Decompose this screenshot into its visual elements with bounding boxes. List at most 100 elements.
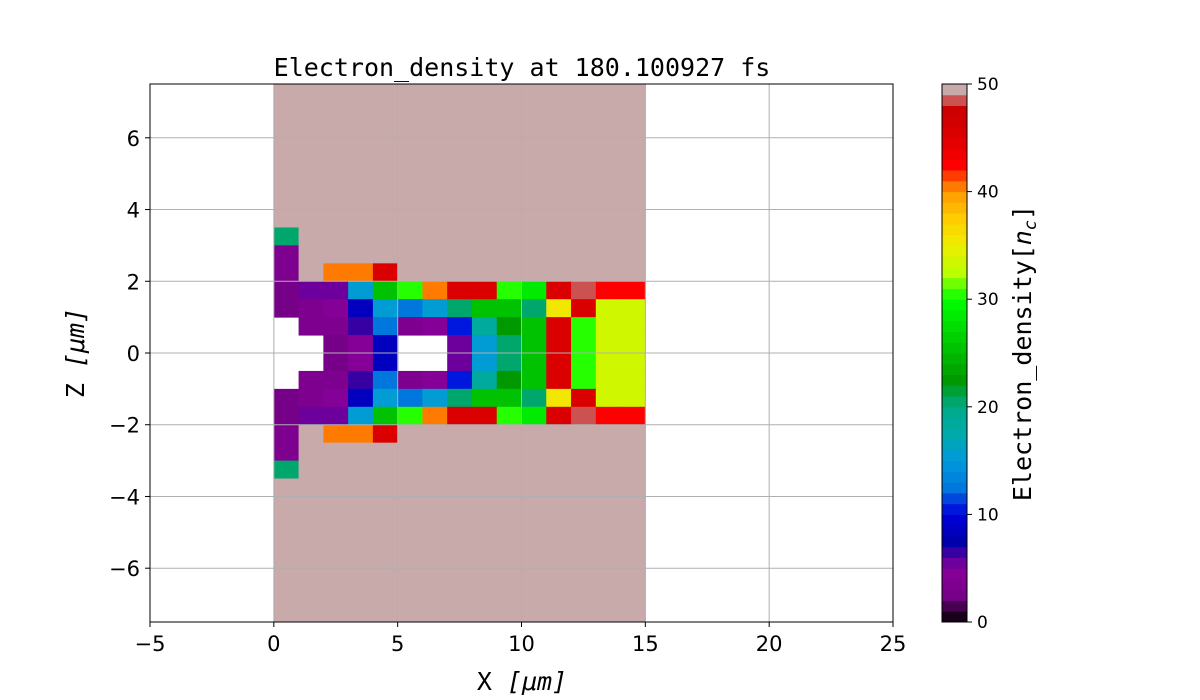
heatmap-cell	[422, 406, 448, 426]
x-axis-label: X [μm]	[477, 667, 567, 696]
heatmap-cell	[447, 245, 473, 264]
heatmap-cell	[595, 281, 622, 300]
colorbar-band	[942, 578, 967, 591]
heatmap-cell	[298, 191, 324, 211]
colorbar-band	[942, 288, 967, 300]
heatmap-cell	[298, 406, 324, 426]
heatmap-cell	[471, 406, 498, 426]
heatmap-cell	[397, 514, 423, 533]
heatmap-cell	[546, 209, 572, 228]
heatmap-cell	[348, 514, 374, 533]
heatmap-cell	[595, 335, 622, 354]
heatmap-cell	[273, 155, 300, 175]
x-tick-label: 5	[391, 632, 404, 656]
heatmap-cell	[348, 84, 374, 103]
heatmap-cell	[571, 370, 597, 390]
heatmap-cell	[496, 209, 522, 228]
heatmap-cell	[496, 119, 522, 139]
heatmap-cell	[546, 299, 572, 318]
heatmap-cell	[447, 101, 473, 121]
heatmap-cell	[273, 388, 300, 408]
heatmap-cell	[571, 101, 597, 121]
heatmap-cell	[571, 460, 597, 480]
heatmap-cell	[571, 532, 597, 551]
heatmap-cell	[323, 173, 349, 193]
heatmap-cell	[298, 532, 324, 551]
heatmap-cell	[348, 119, 374, 139]
heatmap-cell	[273, 496, 300, 515]
heatmap-cell	[298, 586, 324, 605]
heatmap-cell	[521, 119, 547, 139]
heatmap-cell	[620, 550, 646, 569]
heatmap-cell	[422, 191, 448, 211]
y-axis-label-name: Z	[61, 368, 90, 398]
colorbar-band	[942, 482, 967, 494]
heatmap-cell	[422, 478, 448, 497]
heatmap-cell	[571, 209, 597, 228]
heatmap-cell	[546, 568, 572, 587]
grid-lines	[149, 84, 894, 622]
heatmap-cell	[620, 568, 646, 587]
heatmap-cell	[595, 245, 622, 264]
colorbar-band	[942, 535, 967, 548]
heatmap-cell	[372, 353, 399, 372]
heatmap-cell	[571, 227, 597, 246]
heatmap-cell	[372, 317, 399, 336]
heatmap-cell	[372, 568, 399, 587]
heatmap-cell	[422, 101, 448, 121]
y-tick-label: 6	[127, 127, 140, 151]
heatmap-cell	[471, 299, 498, 318]
heatmap-cell	[372, 496, 399, 515]
heatmap-cell	[595, 263, 622, 282]
colorbar-band	[942, 439, 967, 451]
heatmap-cell	[348, 263, 374, 282]
heatmap-cell	[571, 586, 597, 605]
heatmap-cell	[571, 604, 597, 623]
heatmap-cell	[397, 227, 423, 246]
heatmap-cell	[323, 514, 349, 533]
heatmap-cell	[397, 209, 423, 228]
heatmap-cell	[546, 227, 572, 246]
heatmap-cell	[422, 84, 448, 103]
heatmap-cell	[546, 514, 572, 533]
heatmap-cell	[471, 84, 498, 103]
heatmap-cell	[546, 442, 572, 462]
colorbar-label-name: Electron_density[	[1008, 245, 1037, 501]
heatmap-cell	[595, 568, 622, 587]
heatmap-cell	[298, 317, 324, 336]
heatmap-cell	[620, 406, 646, 426]
x-axis-label-unit: [μm]	[507, 667, 567, 696]
heatmap-cell	[298, 263, 324, 282]
heatmap-cell	[496, 388, 522, 408]
heatmap-cell	[298, 173, 324, 193]
heatmap-cell	[348, 370, 374, 390]
heatmap-cell	[273, 604, 300, 623]
heatmap-cell	[397, 532, 423, 551]
heatmap-cell	[571, 514, 597, 533]
colorbar-band	[942, 385, 967, 397]
heatmap-cell	[397, 191, 423, 211]
heatmap-cell	[397, 604, 423, 623]
heatmap-cell	[348, 388, 374, 408]
heatmap-cell	[298, 227, 324, 246]
heatmap-cell	[571, 191, 597, 211]
heatmap-cell	[372, 299, 399, 318]
heatmap-cell	[496, 478, 522, 497]
heatmap-cell	[298, 370, 324, 390]
heatmap-cell	[397, 173, 423, 193]
heatmap-cell	[298, 460, 324, 480]
heatmap-cell	[447, 514, 473, 533]
heatmap-cell	[595, 586, 622, 605]
heatmap-cell	[471, 263, 498, 282]
heatmap-cell	[447, 353, 473, 372]
heatmap-cell	[298, 245, 324, 264]
heatmap-cell	[273, 299, 300, 318]
heatmap-cell	[273, 281, 300, 300]
heatmap-cell	[323, 532, 349, 551]
colorbar-band	[942, 84, 967, 96]
heatmap-cell	[571, 424, 597, 444]
heatmap-cell	[323, 568, 349, 587]
colorbar-ticks: 0 10 20 30 40 50	[967, 75, 999, 633]
heatmap-cell	[571, 353, 597, 372]
heatmap-cell	[571, 245, 597, 264]
